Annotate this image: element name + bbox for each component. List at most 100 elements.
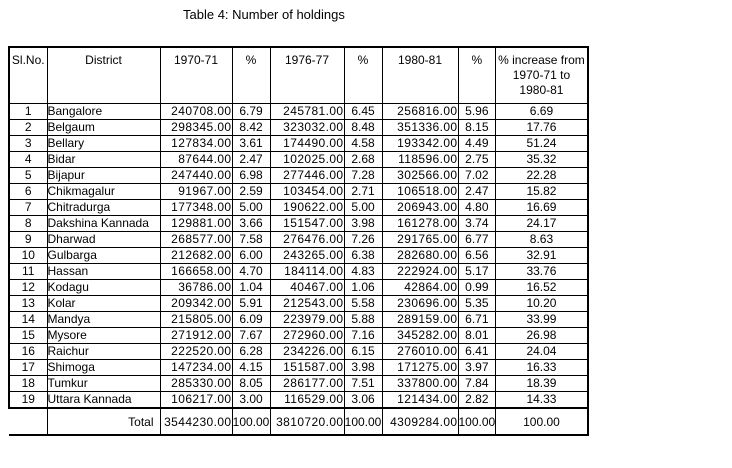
cell-1980-81: 42864.00	[381, 279, 459, 296]
cell-district: Kolar	[46, 295, 161, 312]
cell-pct-1970-71: 6.98	[231, 167, 271, 184]
cell-pct-1970-71: 8.42	[231, 119, 271, 136]
cell-pct-1970-71: 5.91	[231, 295, 271, 312]
cell-1980-81: 121434.00	[381, 391, 459, 409]
cell-pct-increase: 22.28	[495, 167, 589, 184]
cell-pct-1976-77: 7.26	[343, 231, 383, 248]
cell-1970-71: 222520.00	[159, 343, 233, 360]
cell-slno: 10	[8, 247, 48, 264]
cell-slno: 7	[8, 199, 48, 216]
table-row: 19 Uttara Kannada 106217.00 3.00 116529.00 3.…	[8, 391, 589, 409]
cell-1970-71: 106217.00	[159, 391, 233, 409]
cell-pct-1980-81: 7.84	[457, 375, 497, 392]
cell-district: Bellary	[46, 135, 161, 152]
cell-pct-1970-71: 2.59	[231, 183, 271, 200]
cell-1976-77: 286177.00	[269, 375, 345, 392]
column-header-1980-81: 1980-81	[381, 46, 459, 104]
total-1980-81: 4309284.00	[381, 408, 459, 436]
cell-1976-77: 40467.00	[269, 279, 345, 296]
table-body: 1 Bangalore 240708.00 6.79 245781.00 6.45 2568…	[8, 103, 589, 409]
cell-slno: 15	[8, 327, 48, 344]
cell-pct-1976-77: 5.00	[343, 199, 383, 216]
cell-pct-increase: 15.82	[495, 183, 589, 200]
table-row: 4 Bidar 87644.00 2.47 102025.00 2.68 118596.00…	[8, 151, 589, 168]
cell-pct-increase: 16.69	[495, 199, 589, 216]
cell-pct-1976-77: 7.28	[343, 167, 383, 184]
cell-pct-1976-77: 6.15	[343, 343, 383, 360]
cell-slno: 1	[8, 103, 48, 120]
cell-pct-1976-77: 2.71	[343, 183, 383, 200]
cell-pct-1970-71: 4.70	[231, 263, 271, 280]
table-row: 12 Kodagu 36786.00 1.04 40467.00 1.06 42864.00…	[8, 279, 589, 296]
cell-district: Chitradurga	[46, 199, 161, 216]
cell-pct-1970-71: 3.66	[231, 215, 271, 232]
column-header-1970-71: 1970-71	[159, 46, 233, 104]
cell-1980-81: 337800.00	[381, 375, 459, 392]
cell-slno: 3	[8, 135, 48, 152]
cell-pct-increase: 32.91	[495, 247, 589, 264]
cell-1980-81: 161278.00	[381, 215, 459, 232]
cell-district: Mandya	[46, 311, 161, 328]
cell-1980-81: 106518.00	[381, 183, 459, 200]
cell-pct-1976-77: 6.38	[343, 247, 383, 264]
cell-1976-77: 174490.00	[269, 135, 345, 152]
cell-1976-77: 151587.00	[269, 359, 345, 376]
cell-pct-increase: 33.76	[495, 263, 589, 280]
total-row: Total 3544230.00 100.00 3810720.00 100.00 430…	[9, 408, 589, 436]
table-row: 3 Bellary 127834.00 3.61 174490.00 4.58 193342…	[8, 135, 589, 152]
cell-slno: 19	[8, 391, 48, 409]
cell-pct-increase: 10.20	[495, 295, 589, 312]
table-row: 6 Chikmagalur 91967.00 2.59 103454.00 2.71 106…	[8, 183, 589, 200]
cell-pct-increase: 51.24	[495, 135, 589, 152]
cell-1970-71: 271912.00	[159, 327, 233, 344]
table-row: 17 Shimoga 147234.00 4.15 151587.00 3.98 17127…	[8, 359, 589, 376]
cell-district: Shimoga	[46, 359, 161, 376]
cell-pct-1980-81: 2.47	[457, 183, 497, 200]
cell-1976-77: 323032.00	[269, 119, 345, 136]
cell-pct-increase: 16.52	[495, 279, 589, 296]
cell-district: Raichur	[46, 343, 161, 360]
cell-pct-increase: 35.32	[495, 151, 589, 168]
table-row: 10 Gulbarga 212682.00 6.00 243265.00 6.38 2826…	[8, 247, 589, 264]
cell-1970-71: 285330.00	[159, 375, 233, 392]
cell-1970-71: 215805.00	[159, 311, 233, 328]
cell-pct-1970-71: 2.47	[231, 151, 271, 168]
column-header-pct-increase: % increase from 1970-71 to 1980-81	[495, 46, 589, 104]
cell-1980-81: 193342.00	[381, 135, 459, 152]
cell-pct-1976-77: 7.16	[343, 327, 383, 344]
cell-pct-1976-77: 3.98	[343, 215, 383, 232]
cell-pct-1980-81: 5.35	[457, 295, 497, 312]
cell-pct-1970-71: 3.61	[231, 135, 271, 152]
cell-slno: 11	[8, 263, 48, 280]
cell-pct-1980-81: 5.96	[457, 103, 497, 120]
cell-1980-81: 171275.00	[381, 359, 459, 376]
cell-slno: 6	[8, 183, 48, 200]
cell-pct-1980-81: 2.82	[457, 391, 497, 409]
cell-slno: 16	[8, 343, 48, 360]
cell-1976-77: 234226.00	[269, 343, 345, 360]
cell-1976-77: 245781.00	[269, 103, 345, 120]
cell-1970-71: 36786.00	[159, 279, 233, 296]
cell-1976-77: 212543.00	[269, 295, 345, 312]
cell-1976-77: 223979.00	[269, 311, 345, 328]
cell-slno: 13	[8, 295, 48, 312]
cell-pct-1970-71: 6.00	[231, 247, 271, 264]
cell-pct-1980-81: 8.01	[457, 327, 497, 344]
cell-pct-1980-81: 7.02	[457, 167, 497, 184]
cell-slno: 14	[8, 311, 48, 328]
cell-1980-81: 345282.00	[381, 327, 459, 344]
table-row: 11 Hassan 166658.00 4.70 184114.00 4.83 222924…	[8, 263, 589, 280]
table-footer: Total 3544230.00 100.00 3810720.00 100.00 430…	[9, 408, 589, 436]
cell-pct-1970-71: 3.00	[231, 391, 271, 409]
cell-1980-81: 291765.00	[381, 231, 459, 248]
cell-1970-71: 212682.00	[159, 247, 233, 264]
table-row: 18 Tumkur 285330.00 8.05 286177.00 7.51 337800…	[8, 375, 589, 392]
cell-pct-1976-77: 7.51	[343, 375, 383, 392]
cell-pct-1976-77: 8.48	[343, 119, 383, 136]
cell-1980-81: 256816.00	[381, 103, 459, 120]
cell-pct-1976-77: 1.06	[343, 279, 383, 296]
cell-district: Belgaum	[46, 119, 161, 136]
cell-1976-77: 102025.00	[269, 151, 345, 168]
total-label: Total	[46, 408, 161, 436]
total-1970-71: 3544230.00	[159, 408, 233, 436]
